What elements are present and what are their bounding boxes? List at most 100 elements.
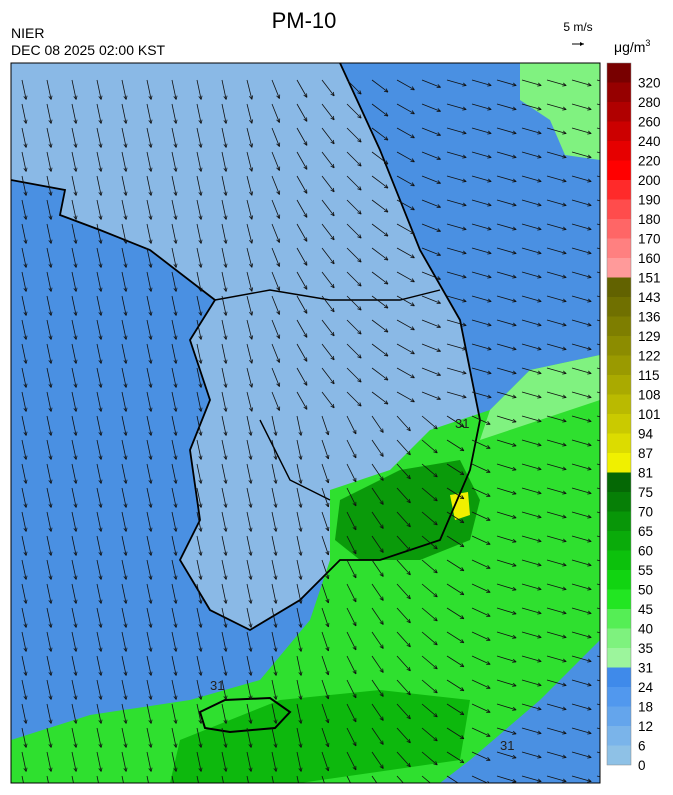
wind-arrow — [21, 655, 27, 676]
wind-arrow — [221, 79, 227, 100]
wind-arrow-head — [173, 623, 178, 628]
wind-arrow-head — [462, 322, 467, 327]
wind-arrow — [421, 103, 441, 112]
wind-arrow — [371, 223, 389, 237]
wind-arrow — [371, 343, 389, 357]
wind-arrow-head — [249, 95, 254, 100]
wind-arrow-head — [148, 143, 153, 148]
wind-arrow — [571, 151, 592, 158]
wind-arrow — [121, 295, 127, 316]
wind-arrow-head — [148, 767, 153, 772]
wind-arrow — [196, 655, 202, 676]
wind-arrow-head — [276, 310, 281, 315]
wind-arrow-head — [587, 130, 592, 135]
wind-arrow-head — [330, 211, 335, 217]
wind-arrow — [346, 343, 362, 359]
wind-arrow — [146, 415, 152, 436]
wind-arrow — [296, 271, 308, 290]
wind-arrow-head — [73, 431, 78, 436]
wind-arrow — [196, 199, 202, 220]
wind-arrow — [21, 271, 27, 292]
wind-arrow-head — [98, 455, 103, 460]
wind-arrow — [371, 607, 384, 625]
wind-arrow — [271, 631, 277, 652]
wind-arrow-head — [123, 767, 128, 772]
wind-arrow — [421, 271, 441, 280]
wind-arrow — [121, 535, 127, 556]
wind-arrow-head — [48, 359, 53, 364]
wind-arrow — [296, 175, 308, 194]
wind-arrow-head — [48, 215, 53, 220]
wind-arrow — [146, 679, 152, 700]
wind-arrow-head — [325, 430, 330, 436]
wind-arrow — [471, 199, 492, 206]
wind-arrow-head — [379, 692, 384, 697]
wind-arrow-head — [436, 84, 441, 89]
wind-arrow — [546, 679, 567, 686]
wind-arrow — [296, 727, 302, 748]
wind-arrow — [221, 151, 227, 172]
wind-arrow — [221, 487, 227, 508]
colorbar-segment — [607, 375, 631, 395]
wind-arrow — [146, 655, 152, 676]
wind-arrow-head — [436, 276, 441, 281]
wind-arrow-head — [23, 647, 28, 652]
wind-arrow — [371, 487, 384, 505]
wind-arrow-head — [379, 524, 384, 529]
wind-arrow — [96, 559, 102, 580]
wind-arrow-head — [298, 743, 303, 748]
wind-arrow — [221, 295, 227, 316]
wind-arrow-head — [433, 665, 438, 670]
wind-arrow-head — [587, 370, 592, 375]
wind-arrow — [171, 463, 177, 484]
wind-arrow-head — [23, 767, 28, 772]
wind-arrow-head — [198, 479, 203, 484]
wind-arrow — [571, 79, 592, 86]
wind-arrow — [546, 559, 567, 566]
wind-arrow-head — [436, 204, 441, 209]
wind-arrow — [546, 703, 567, 710]
wind-arrow-head — [123, 383, 128, 388]
wind-arrow — [21, 247, 27, 268]
wind-arrow — [421, 79, 441, 88]
wind-arrow — [521, 727, 542, 734]
wind-arrow — [296, 367, 308, 386]
wind-arrow — [46, 775, 49, 783]
wind-arrow — [171, 343, 177, 364]
wind-arrow-head — [462, 82, 467, 87]
green-dark2 — [170, 690, 470, 783]
wind-arrow-head — [352, 765, 357, 771]
wind-arrow — [546, 367, 567, 374]
wind-arrow-head — [98, 167, 103, 172]
wind-arrow — [71, 559, 77, 580]
wind-arrow-head — [223, 479, 228, 484]
wind-arrow — [121, 79, 127, 100]
wind-arrow — [346, 535, 357, 555]
wind-arrow-head — [487, 346, 492, 351]
wind-arrow — [121, 559, 127, 580]
wind-arrow — [496, 559, 517, 567]
wind-arrow — [496, 175, 517, 182]
wind-arrow-head — [587, 658, 592, 663]
wind-arrow — [146, 583, 152, 604]
wind-arrow — [371, 295, 389, 309]
wind-arrow-head — [487, 370, 492, 375]
wind-arrow — [496, 319, 517, 326]
colorbar-segment — [607, 414, 631, 434]
wind-arrow-head — [198, 575, 203, 580]
wind-arrow-head — [198, 191, 203, 196]
wind-arrow-head — [587, 202, 592, 207]
wind-arrow — [571, 223, 592, 230]
wind-arrow — [321, 679, 329, 700]
wind-arrow-head — [352, 501, 357, 507]
wind-arrow — [446, 103, 467, 110]
wind-arrow — [71, 271, 77, 292]
wind-arrow-head — [462, 298, 467, 303]
wind-arrow — [96, 367, 102, 388]
wind-arrow — [321, 367, 335, 385]
wind-arrow — [546, 727, 567, 734]
wind-arrow-head — [379, 452, 384, 457]
wind-arrow — [521, 679, 542, 686]
wind-arrow — [371, 631, 384, 649]
wind-arrow — [371, 271, 389, 285]
